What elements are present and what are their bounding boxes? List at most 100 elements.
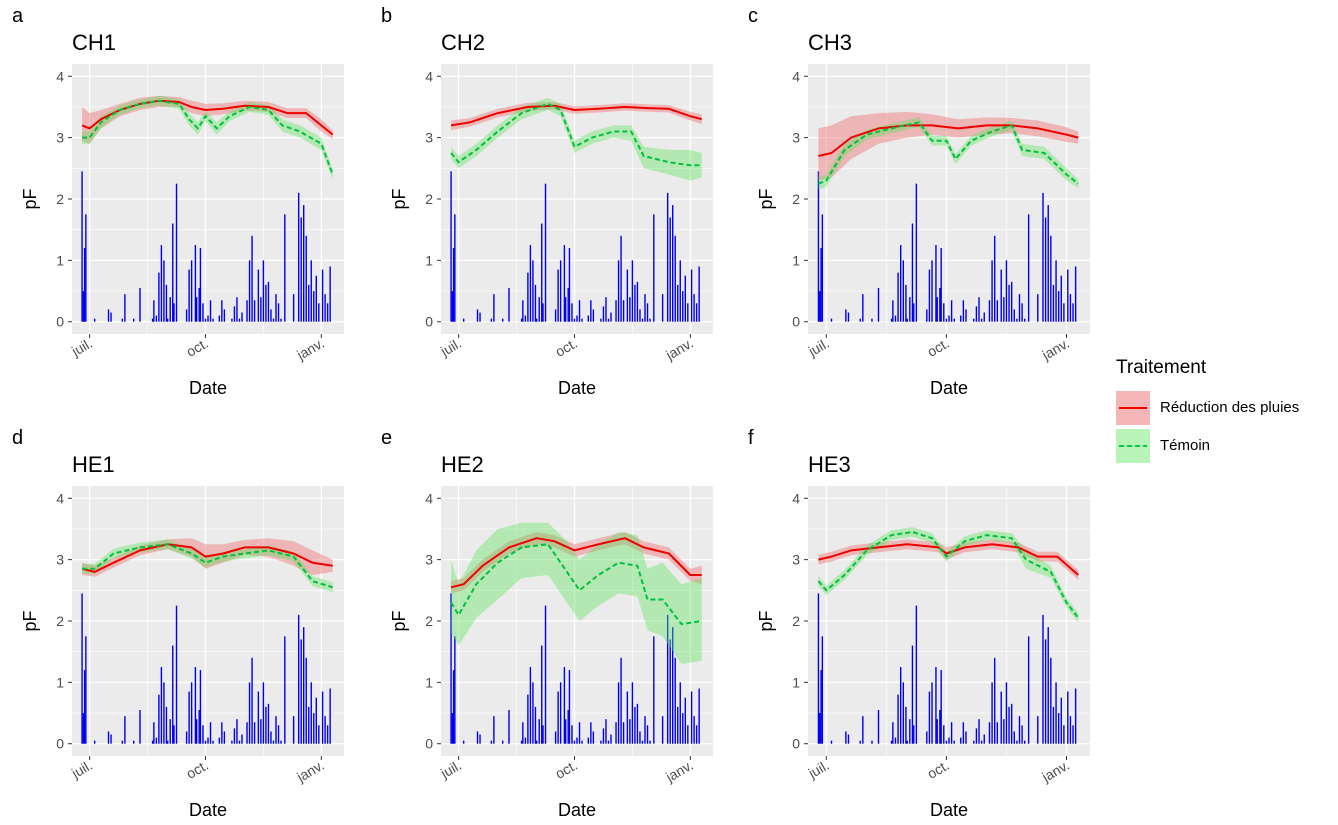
series-line-reduction	[450, 104, 702, 127]
rain-bar	[960, 737, 962, 744]
rain-bar	[542, 303, 544, 322]
series-line-temoin	[82, 99, 334, 175]
x-tick-label: janv.	[1038, 335, 1072, 364]
rain-bar	[629, 719, 631, 744]
y-tick-label: 4	[425, 68, 433, 84]
y-tick-label: 1	[425, 674, 433, 690]
rain-bar	[194, 245, 197, 322]
rain-bar	[522, 722, 524, 744]
rain-bar	[529, 667, 532, 744]
rain-bar	[1044, 639, 1047, 744]
rain-bar	[223, 309, 226, 322]
rain-bar	[522, 300, 524, 322]
rain-bar	[1052, 284, 1055, 322]
rain-bar	[620, 235, 622, 322]
rain-bar	[238, 740, 241, 744]
rain-bar	[847, 734, 850, 744]
rain-bar	[1047, 627, 1049, 744]
rain-bar	[978, 719, 980, 744]
y-tick-label: 0	[56, 314, 64, 330]
rain-bar	[945, 740, 948, 744]
y-tick-label: 0	[792, 736, 800, 752]
rain-bar	[576, 737, 578, 744]
rain-bar	[988, 300, 991, 322]
series-line-temoin	[450, 102, 702, 167]
rain-bar	[133, 740, 135, 744]
rain-bar	[257, 269, 260, 322]
rain-bar	[996, 300, 999, 322]
rain-bar	[451, 713, 454, 744]
rain-bar	[508, 287, 510, 322]
rain-bar	[173, 303, 175, 322]
rain-bar	[292, 716, 295, 744]
rain-bar	[890, 318, 893, 322]
rain-bar	[564, 297, 567, 322]
rain-bar	[1060, 275, 1062, 322]
rain-bar	[305, 235, 307, 322]
rain-bar	[568, 670, 571, 744]
rain-bar	[153, 300, 155, 322]
rain-bar	[199, 670, 202, 744]
rain-bar	[672, 627, 674, 744]
x-tick-label: janv.	[1038, 757, 1072, 786]
rain-bar	[158, 694, 160, 744]
rain-bar	[845, 731, 847, 744]
rain-bar	[231, 318, 233, 322]
y-tick-label: 3	[792, 130, 800, 146]
rain-bar	[172, 223, 174, 322]
panel-title: CH1	[72, 30, 116, 55]
rain-bar	[877, 287, 880, 322]
rain-bar	[563, 245, 566, 322]
rain-bar	[272, 740, 275, 744]
rain-bar	[308, 706, 310, 744]
legend-key-temoin	[1116, 429, 1150, 463]
rain-bar	[284, 636, 286, 744]
rain-bar	[275, 716, 277, 744]
rain-bar	[277, 725, 280, 744]
y-tick-label: 1	[425, 252, 433, 268]
rain-bar	[607, 318, 610, 322]
rain-bar	[909, 297, 911, 322]
rain-bar	[541, 223, 543, 322]
rain-bar	[1072, 725, 1074, 744]
rain-bar	[248, 682, 251, 744]
rain-bar	[155, 737, 158, 744]
rain-bar	[978, 297, 980, 322]
panel-e: 0 1 2 3 4 juil. oct. janv. Date pF HE2 e	[381, 427, 713, 820]
panel-title: CH2	[441, 30, 485, 55]
rain-bar	[163, 682, 165, 744]
rain-bar	[892, 300, 894, 322]
rain-bar	[940, 248, 942, 322]
rain-bar	[93, 740, 96, 744]
rain-bar	[82, 713, 85, 744]
rain-bar	[928, 691, 931, 744]
rain-bar	[698, 688, 700, 744]
rain-bar	[158, 272, 160, 322]
rain-bar	[639, 731, 641, 744]
series-line-temoin	[818, 121, 1079, 185]
rain-bar	[988, 722, 991, 744]
rain-bar	[913, 725, 915, 744]
y-tick-label: 4	[56, 68, 64, 84]
rain-bar	[479, 734, 481, 744]
rain-bar	[819, 713, 821, 744]
rainfall-bars	[817, 171, 1077, 322]
rain-bar	[233, 728, 236, 744]
rain-bar	[493, 716, 495, 744]
x-axis-title: Date	[189, 800, 227, 820]
rain-bar	[607, 740, 610, 744]
rain-bar	[454, 636, 456, 744]
panel-letter: a	[12, 5, 24, 27]
rain-bar	[666, 192, 669, 322]
rain-bar	[107, 309, 110, 322]
rain-bar	[945, 318, 948, 322]
rain-bar	[817, 593, 820, 744]
rain-bar	[82, 291, 85, 322]
rain-bar	[520, 740, 523, 744]
rain-bar	[167, 318, 169, 322]
rain-bar	[906, 318, 908, 322]
rain-bar	[280, 318, 282, 322]
rain-bar	[198, 287, 200, 322]
rain-bar	[899, 667, 902, 744]
rain-bar	[462, 740, 465, 744]
